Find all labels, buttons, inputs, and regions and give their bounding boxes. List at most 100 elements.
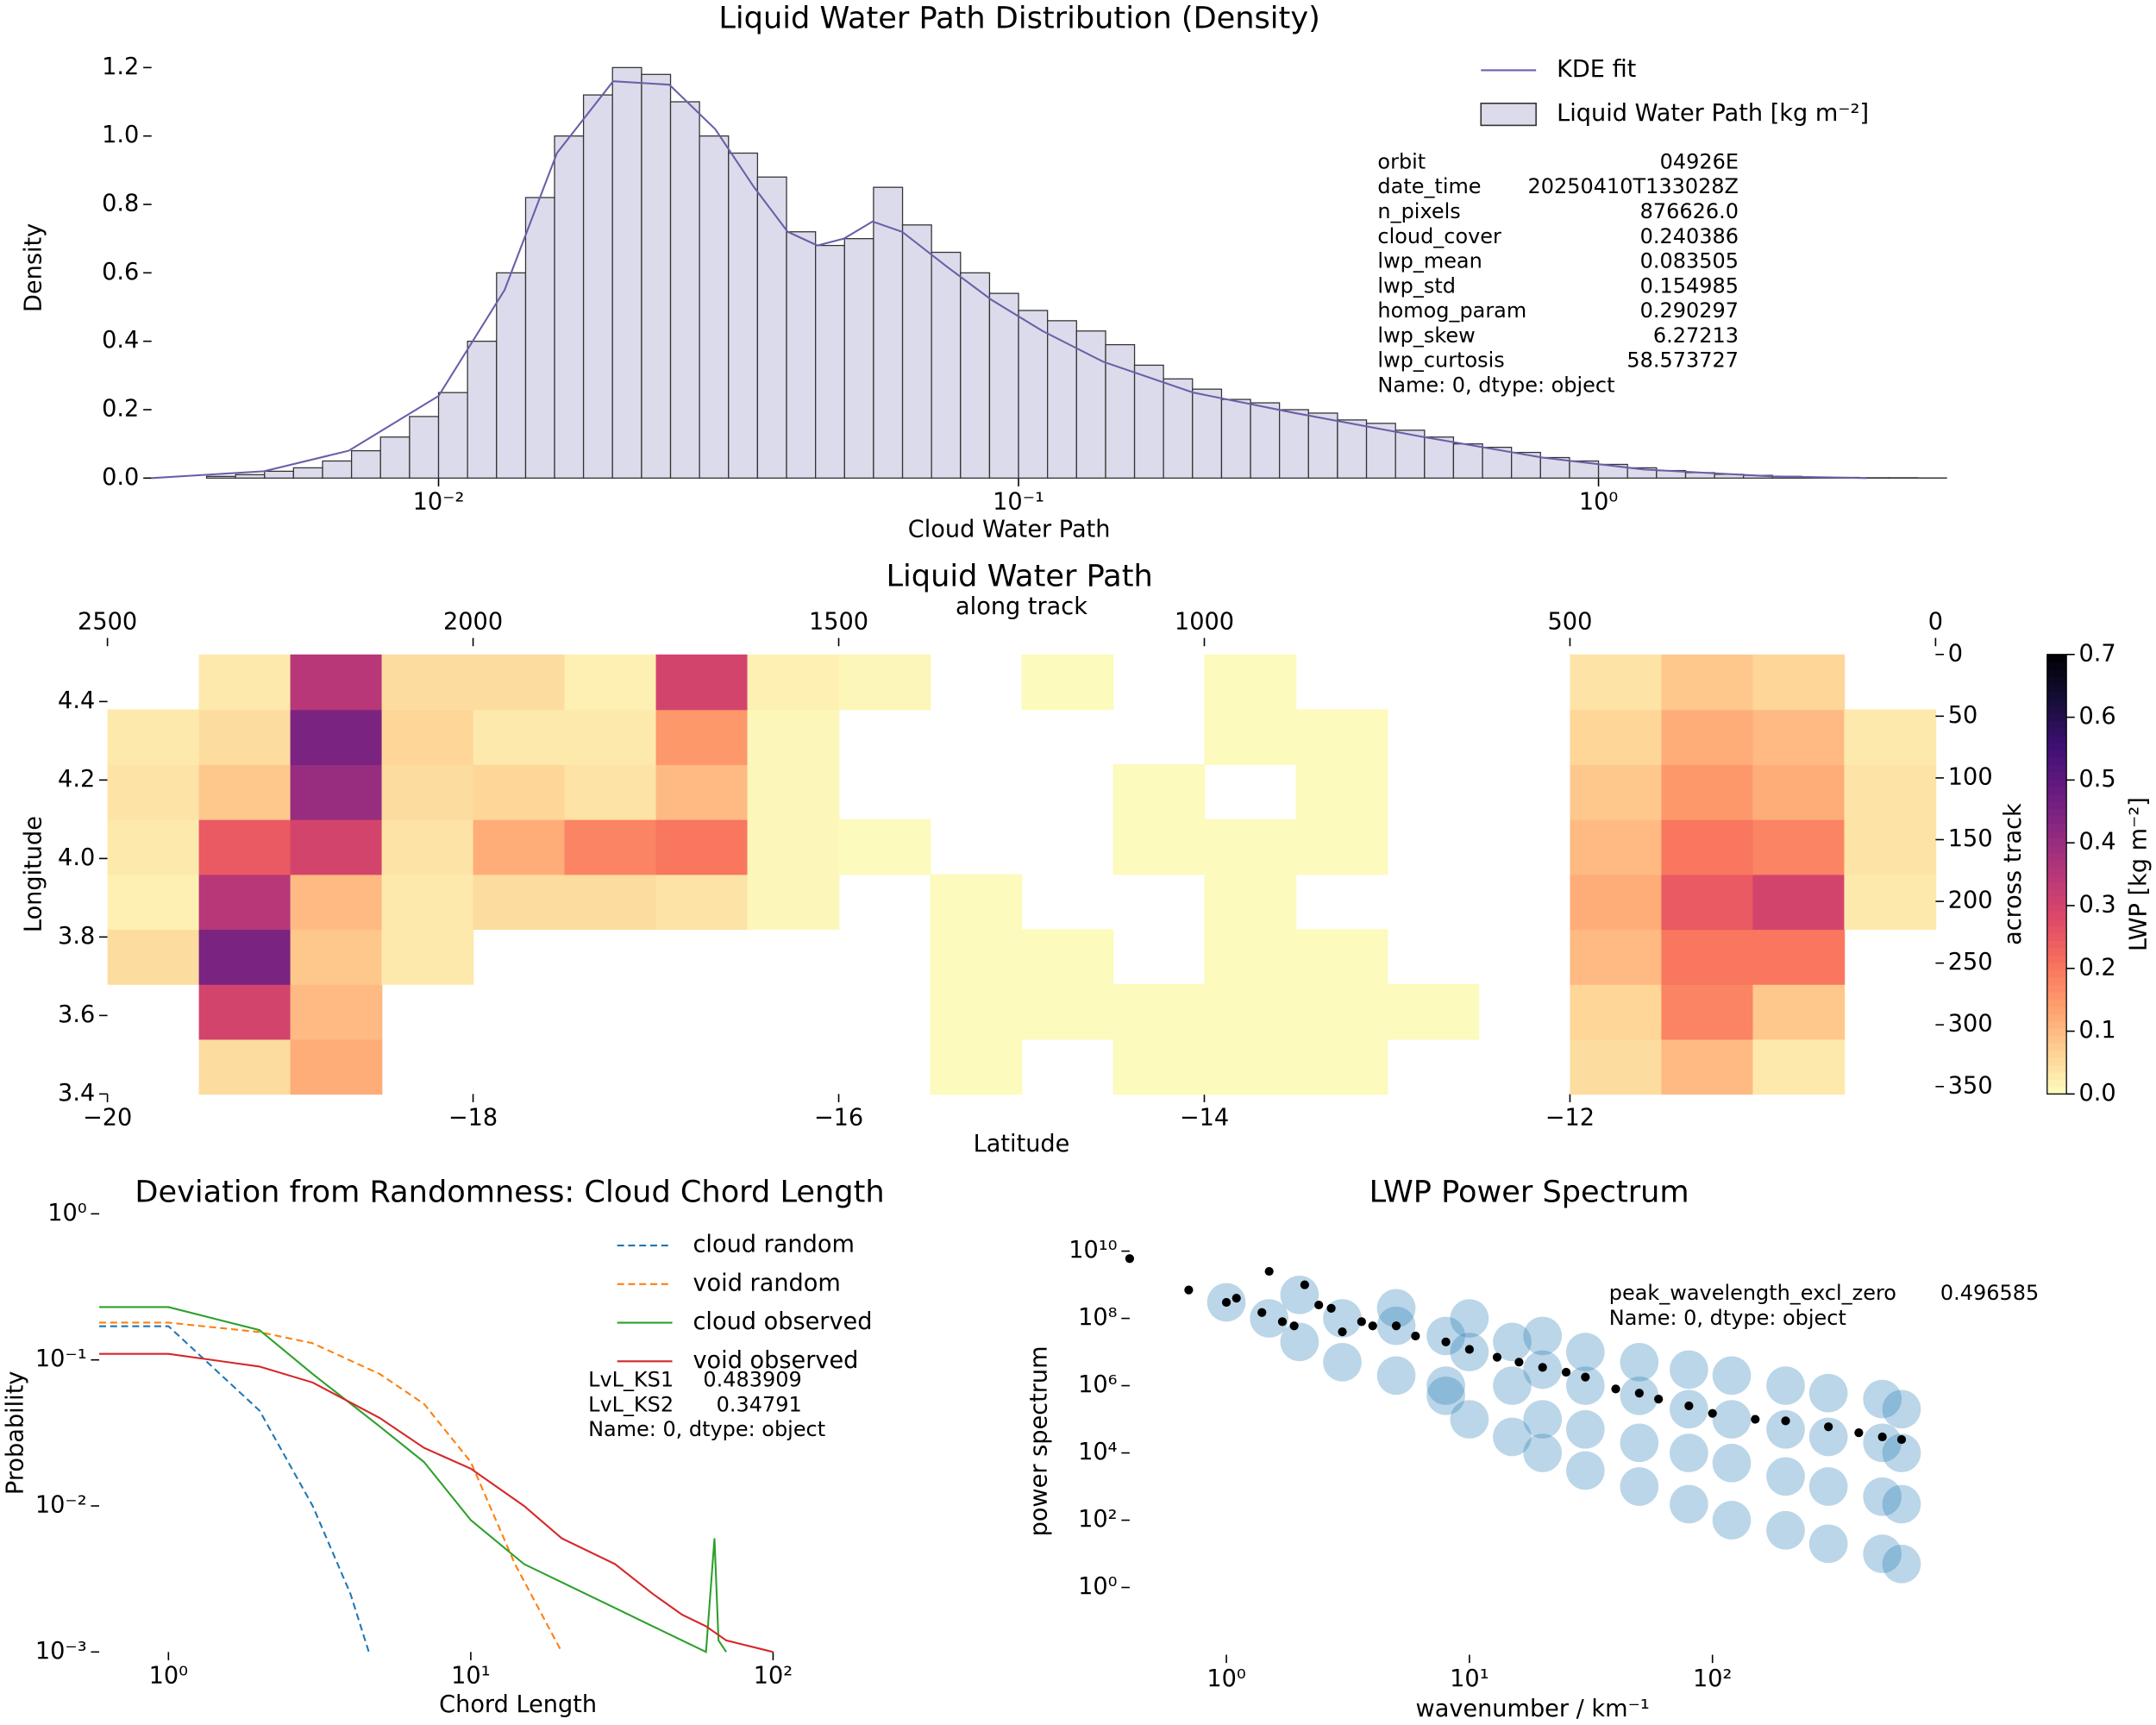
colorbar-step [2046,668,2067,678]
colorbar-step [2046,764,2067,773]
scatter-point [1824,1422,1833,1432]
heatmap-cell [655,874,749,931]
histogram-bar [467,341,498,479]
y-tick-label: 0.5 [2079,766,2116,793]
heatmap-cell [473,819,566,875]
colorbar-step [2046,925,2067,934]
scatter-point [1712,1501,1752,1540]
heatmap-cell [1021,983,1114,1040]
y-tick-label: 10⁰ [1078,1573,1117,1600]
heatmap-cell [1752,654,1846,711]
colorbar-step [2046,888,2067,897]
x-axis-label: Cloud Water Path [908,517,1111,543]
colorbar-step [2046,837,2067,846]
scatter-point [1620,1423,1659,1463]
legend-label: void random [693,1270,841,1296]
y-tick-label: 150 [1948,825,1993,852]
scatter-point [1426,1376,1465,1415]
kde-line [151,80,1867,480]
annotation-key: lwp_skew [1377,323,1475,348]
histogram-bar [582,94,613,479]
colorbar-step [2046,683,2067,693]
heatmap-cell [381,929,474,985]
scatter-point [1766,1510,1805,1550]
heatmap-cell [1752,929,1846,985]
histogram-bar [1075,330,1106,479]
heatmap-cell [564,819,657,875]
x-tick-label: 10¹ [1450,1665,1489,1692]
colorbar-step [2046,706,2067,714]
scatter-point [1620,1342,1659,1382]
annotation-key: peak_wavelength_excl_zero [1609,1281,1896,1305]
scatter-point [1493,1417,1532,1457]
heatmap-cell [290,764,383,820]
colorbar-step [2046,859,2067,868]
y-tick-label: 50 [1948,702,1978,729]
scatter-point [1125,1254,1135,1264]
y2-axis-label: across track [2000,803,2027,945]
heatmap-cell [1204,983,1297,1040]
heatmap-cell [1844,874,1937,931]
legend-swatch [1480,103,1537,127]
histogram-bar [1250,402,1281,479]
chart-title: LWP Power Spectrum [1369,1174,1689,1209]
x-tick-label: 10² [1693,1665,1732,1692]
colorbar-step [2046,815,2067,824]
heatmap-cell [1021,654,1114,711]
scatter-point [1712,1443,1752,1483]
heatmap-cell [198,764,291,820]
histogram-bar [437,392,468,479]
histogram-bar [1278,409,1309,479]
scatter-point [1712,1400,1752,1439]
colorbar-step [2046,1086,2067,1095]
colorbar-step [2046,852,2067,861]
heatmap-cell [1661,764,1754,820]
heatmap-cell [930,1038,1023,1095]
heatmap-cell [747,709,840,765]
scatter-point [1565,1409,1605,1449]
scatter-point [1314,1300,1324,1310]
x-tick-label: −18 [448,1105,498,1132]
heatmap-cell [1752,874,1846,931]
histogram-bar [931,251,962,479]
heatmap-cell [564,874,657,931]
heatmap-cell [1570,983,1663,1040]
scatter-point [1323,1342,1362,1382]
scatter-point [1376,1289,1416,1328]
scatter-point [1184,1285,1194,1295]
annotation-value: 20250410T133028Z [1528,174,1739,198]
scatter-point [1808,1467,1848,1506]
colorbar-step [2046,874,2067,882]
y-tick-label: 1.2 [102,53,139,80]
scatter-point [1808,1373,1848,1413]
annotation-key: homog_param [1377,298,1526,323]
x-tick-label: 500 [1548,609,1593,636]
x-tick-label: −14 [1180,1105,1229,1132]
y-tick-label: 0.2 [2079,954,2116,981]
x-axis-label: Chord Length [439,1691,597,1718]
chart-title: Liquid Water Path Distribution (Density) [718,0,1319,35]
scatter-point [1854,1427,1864,1438]
y-tick-label: 350 [1948,1072,1993,1099]
scatter-point [1523,1400,1563,1439]
histogram-bar [901,224,932,479]
histogram-bar [409,416,440,479]
scatter-point [1565,1451,1605,1490]
scatter-point [1450,1400,1489,1439]
scatter-point [1620,1467,1659,1506]
scatter-point [1581,1372,1590,1382]
heatmap-cell [1295,709,1388,765]
heatmap-cell [1661,983,1754,1040]
colorbar-step [2046,1064,2067,1073]
annotation-value: 0.34791 [717,1392,802,1416]
histogram-bar [756,176,787,479]
scatter-point [1877,1432,1887,1442]
heatmap-cell [1204,654,1297,711]
x-tick-label: 10⁻¹ [993,489,1044,516]
scatter-point [1634,1389,1644,1398]
heatmap-cell [473,654,566,711]
scatter-point [1538,1363,1547,1372]
heatmap-cell [930,929,1023,985]
scatter-point [1863,1379,1902,1419]
